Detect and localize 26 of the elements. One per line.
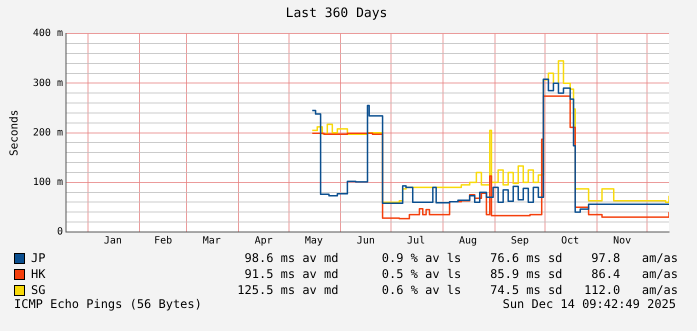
text: 98.6 ms av md 0.9 % av ls 76.6 ms sd 97.8 am/as <box>244 251 679 265</box>
x-tick-label: Feb <box>154 236 172 247</box>
x-tick-label: Jun <box>356 236 375 247</box>
x-tick-label: Jan <box>104 236 122 247</box>
x-tick-label: Mar <box>202 236 221 247</box>
y-tick-label: 200 m <box>32 127 63 138</box>
x-tick-label: May <box>304 236 323 247</box>
x-tick-label: Sep <box>510 236 529 247</box>
text: 125.5 ms av md 0.6 % av ls 74.5 ms sd 112.0 am/as <box>236 283 679 297</box>
legend-label: JP <box>31 251 46 265</box>
x-tick-label: Oct <box>561 236 580 247</box>
chart-title: Last 360 Days <box>286 6 388 22</box>
text: Sun Dec 14 09:42:49 2025 <box>502 297 676 311</box>
text: 91.5 ms av md 0.5 % av ls 85.9 ms sd 86.4 am/as <box>244 267 679 281</box>
y-tick-label: 300 m <box>32 78 63 89</box>
text: ICMP Echo Pings (56 Bytes) <box>14 297 202 311</box>
y-axis-title: Seconds <box>7 110 20 156</box>
y-tick-label: 100 m <box>32 176 63 188</box>
x-tick-label: Nov <box>613 236 632 247</box>
x-tick-label: Aug <box>458 236 478 247</box>
x-tick-label: Apr <box>254 236 273 247</box>
y-tick-label: 0 <box>56 226 63 238</box>
legend-label: HK <box>31 267 46 281</box>
legend-label: SG <box>31 283 46 297</box>
y-tick-label: 400 m <box>32 28 63 40</box>
x-tick-label: Jul <box>407 236 426 247</box>
